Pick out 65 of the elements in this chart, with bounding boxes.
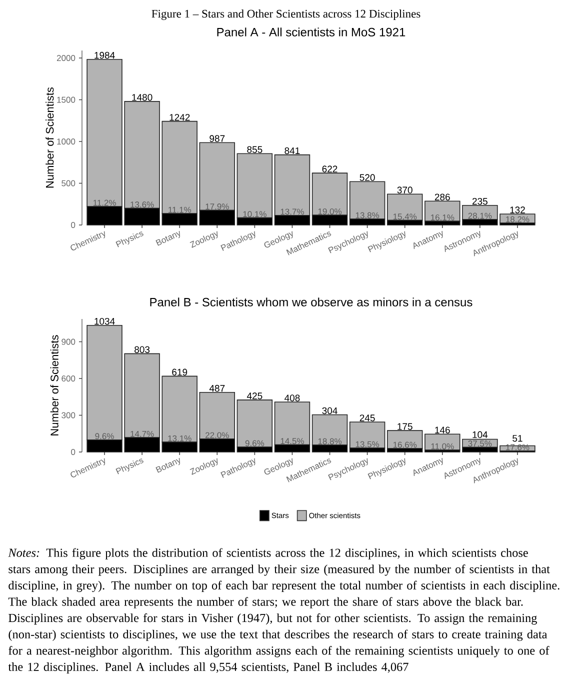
y-tick-label: 0: [71, 449, 76, 456]
y-tick-label: 1000: [57, 138, 76, 145]
total-label: 622: [322, 166, 338, 172]
annotation: 19.0%: [318, 208, 342, 214]
annotation: 11.0%: [431, 443, 454, 450]
annotation: 13.5%: [356, 441, 380, 448]
chart-title: Panel B - Scientists whom we observe as minors in a census: [150, 298, 472, 306]
y-tick-label: 600: [62, 376, 76, 382]
y-tick-label: 0: [71, 222, 76, 228]
annotation: 28.1%: [468, 212, 492, 219]
y-tick-label: 300: [62, 412, 76, 418]
total-label: 987: [210, 135, 225, 142]
annotation: 17.9%: [206, 204, 229, 210]
total-label: 132: [510, 206, 525, 214]
total-label: 304: [322, 407, 338, 414]
total-label: 286: [434, 194, 450, 200]
annotation: 9.6%: [95, 433, 114, 440]
total-label: 841: [284, 147, 300, 154]
total-label: 855: [247, 146, 262, 153]
total-label: 370: [397, 186, 412, 194]
annotation: 14.7%: [130, 430, 154, 437]
total-label: 425: [246, 392, 262, 400]
annotation: 11.2%: [93, 200, 116, 206]
total-label: 1480: [132, 94, 152, 101]
annotation: 13.1%: [168, 435, 192, 442]
total-label: 487: [209, 384, 225, 392]
total-label: 619: [172, 368, 188, 376]
annotation: 16.1%: [430, 214, 454, 220]
annotation: 16.6%: [393, 442, 417, 448]
chart-title: Figure 1 – Stars and Other Scientists across 12 Disciplines: [152, 10, 420, 20]
total-label: 245: [360, 414, 375, 422]
total-label: 1984: [94, 52, 115, 59]
y-axis-title: Number of Scientists: [46, 87, 54, 188]
total-label: 803: [134, 346, 150, 353]
annotation: 22.0%: [206, 432, 229, 438]
text: Notes: This figure plots the distribution of scientists across the 12 disciplines, in which scientists chose stars among their peers. Disciplines are arranged by their size (measured by the number of scientists in that discipline, in grey). The number on top of each bar represent the total number of scientists in each discipline. The black shaded area represents the number of stars; we report the share of stars above the black bar. Disciplines are observable for stars in Visher (1947), but not for other scientists. To assign the remaining (non-star) scientists to disciplines, we use the text that describes the research of stars to create training data for a nearest-neighbor algorithm. This algorithm assigns each of the remaining scientists uniquely to one of the 12 disciplines. Panel A includes all 9,554 scientists, Panel B includes 4,067: [8, 548, 560, 674]
annotation: 9.6%: [245, 440, 264, 446]
annotation: 18.2%: [506, 216, 530, 222]
annotation: 11.1%: [168, 206, 192, 213]
annotation: 10.1%: [243, 211, 266, 218]
bar: [386, 430, 423, 449]
bar: [349, 422, 386, 448]
y-axis-title: Number of Scientists: [50, 335, 58, 436]
chart-subtitle: Panel A - All scientists in MoS 1921: [217, 28, 406, 36]
y-tick-label: 900: [62, 338, 76, 345]
annotation: 13.6%: [130, 202, 154, 208]
total-label: 51: [512, 435, 522, 442]
y-tick-label: 1500: [57, 96, 76, 103]
annotation: 37.5%: [468, 440, 492, 447]
annotation: 14.5%: [280, 438, 304, 444]
total-label: 520: [360, 174, 375, 181]
total-label: 408: [284, 394, 300, 402]
y-tick-label: 2000: [56, 55, 76, 62]
bar: [424, 200, 460, 222]
annotation: 13.7%: [280, 208, 304, 215]
annotation: 18.8%: [318, 438, 342, 444]
total-label: 146: [435, 426, 450, 434]
total-label: 1242: [170, 114, 190, 121]
total-label: 175: [398, 423, 412, 430]
total-label: 104: [472, 431, 488, 438]
annotation: 15.4%: [393, 214, 417, 220]
total-label: 235: [472, 198, 488, 205]
total-label: 1034: [94, 318, 115, 325]
annotation: 13.8%: [356, 212, 380, 218]
y-tick-label: 500: [62, 180, 76, 186]
